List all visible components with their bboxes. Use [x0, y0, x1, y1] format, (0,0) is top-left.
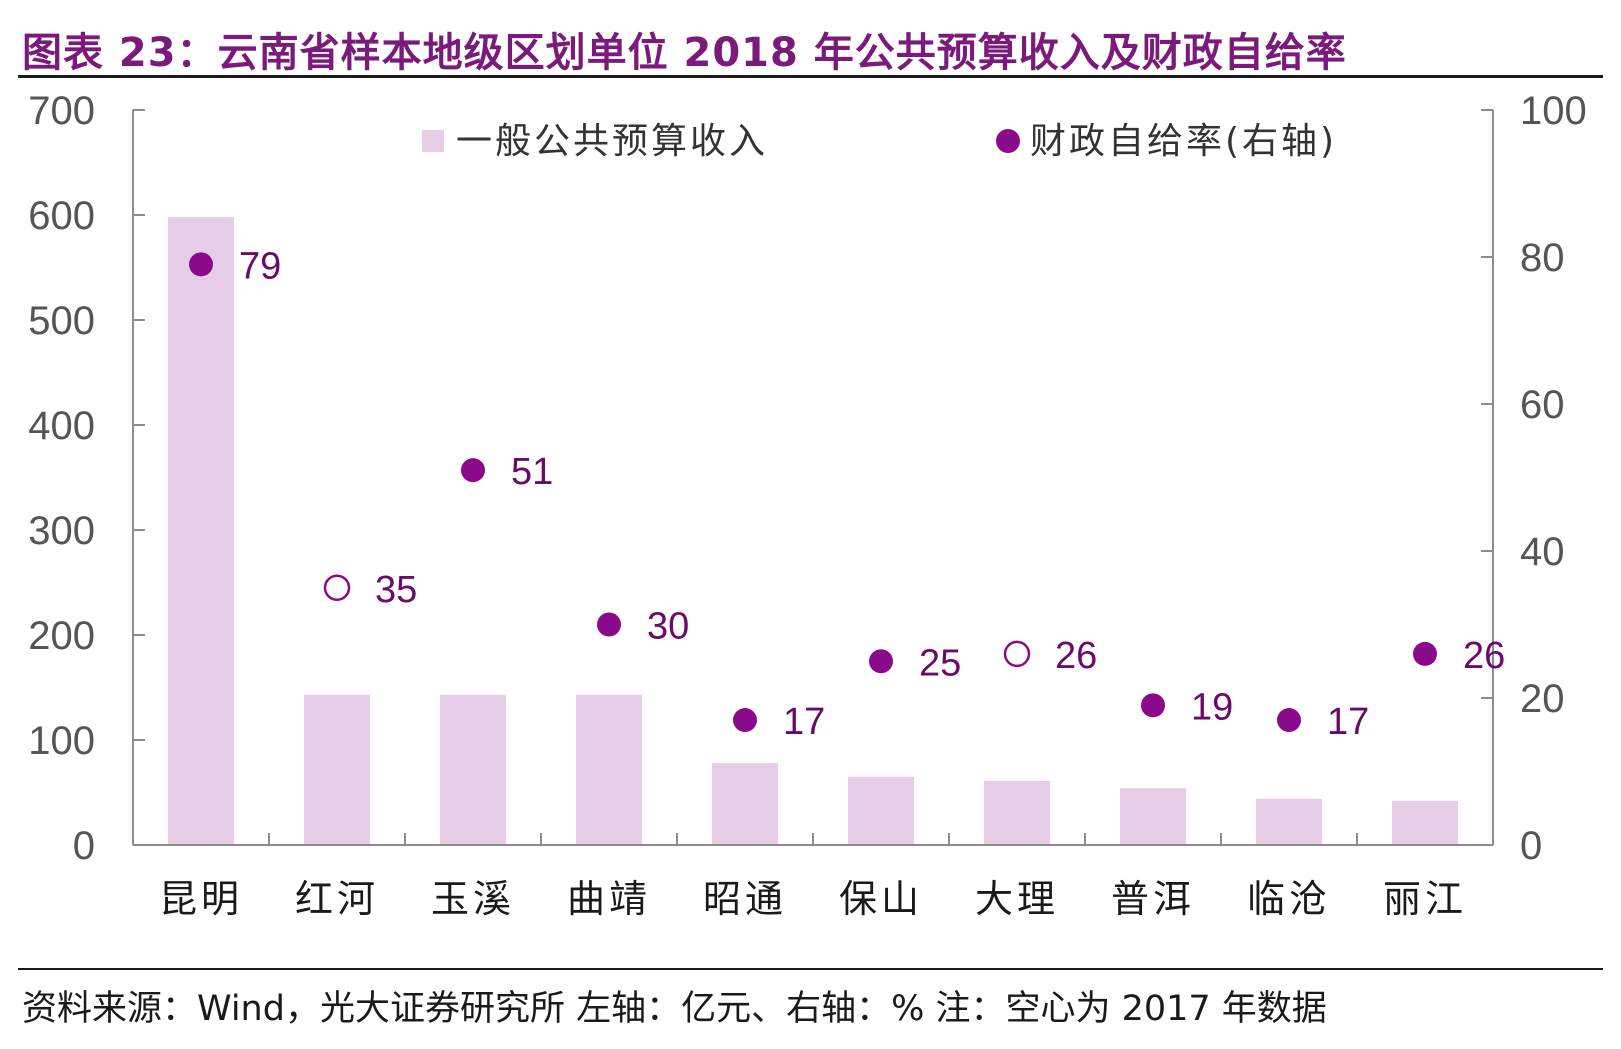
left-tick-label: 300 — [28, 509, 95, 553]
rate-dot — [323, 574, 351, 601]
rate-dot — [1003, 640, 1031, 668]
source-note: 资料来源：Wind，光大证券研究所 左轴：亿元、右轴：% 注：空心为 2017 … — [22, 989, 1327, 1029]
legend-bar-swatch — [422, 130, 444, 152]
rate-label: 19 — [1191, 686, 1233, 728]
bar — [1256, 798, 1322, 845]
x-tick-label: 曲靖 — [567, 877, 651, 921]
left-tick-label: 0 — [73, 824, 95, 868]
rate-label: 35 — [375, 569, 417, 611]
rate-dot — [733, 708, 757, 733]
rate-dot — [461, 458, 485, 483]
rate-dot — [869, 649, 893, 674]
x-tick-label: 大理 — [975, 877, 1059, 921]
legend-dot-label: 财政自给率(右轴) — [1030, 121, 1337, 162]
rate-dot — [597, 612, 621, 637]
bar — [712, 763, 778, 845]
rate-dot — [1413, 641, 1437, 666]
right-tick-label: 80 — [1520, 236, 1565, 280]
rate-label: 17 — [1327, 701, 1369, 743]
title-bar: 图表 23：云南省样本地级区划单位 2018 年公共预算收入及财政自给率 — [18, 12, 1603, 78]
x-tick-label: 玉溪 — [431, 877, 515, 921]
right-tick-label: 60 — [1520, 383, 1565, 427]
right-tick-label: 20 — [1520, 677, 1565, 721]
left-tick-label: 600 — [28, 194, 95, 238]
x-tick-label: 丽江 — [1383, 877, 1467, 921]
bar — [1120, 788, 1186, 845]
bar — [984, 780, 1050, 845]
x-tick-label: 临沧 — [1247, 877, 1331, 921]
x-tick-label: 保山 — [839, 877, 923, 921]
rate-label: 26 — [1055, 635, 1097, 677]
left-tick-label: 200 — [28, 614, 95, 658]
rate-label: 79 — [239, 245, 281, 287]
x-tick-label: 普洱 — [1111, 877, 1195, 921]
bar — [168, 217, 234, 846]
rate-label: 26 — [1463, 635, 1505, 677]
rate-label: 51 — [511, 451, 553, 493]
chart-title: 图表 23：云南省样本地级区划单位 2018 年公共预算收入及财政自给率 — [22, 30, 1347, 76]
left-tick-label: 400 — [28, 404, 95, 448]
right-tick-label: 0 — [1520, 824, 1542, 868]
rate-label: 30 — [647, 606, 689, 648]
rate-label: 17 — [783, 701, 825, 743]
rate-dot — [1141, 693, 1165, 718]
source-bar: 资料来源：Wind，光大证券研究所 左轴：亿元、右轴：% 注：空心为 2017 … — [18, 968, 1603, 1029]
rate-dot — [1277, 708, 1301, 733]
right-tick-label: 40 — [1520, 530, 1565, 574]
bar — [440, 694, 506, 845]
left-tick-label: 100 — [28, 719, 95, 763]
bar — [848, 776, 914, 845]
rate-label: 25 — [919, 642, 961, 684]
left-tick-label: 500 — [28, 299, 95, 343]
right-tick-label: 100 — [1520, 89, 1587, 133]
bar — [576, 694, 642, 845]
legend-bar-label: 一般公共预算收入 — [456, 121, 768, 162]
left-tick-label: 700 — [28, 89, 95, 133]
bar — [1392, 800, 1458, 845]
bar — [304, 694, 370, 845]
rate-dot — [189, 252, 213, 277]
x-tick-label: 红河 — [295, 877, 379, 921]
x-tick-label: 昭通 — [703, 877, 787, 921]
legend-dot-swatch — [996, 129, 1020, 153]
x-tick-label: 昆明 — [159, 877, 243, 921]
